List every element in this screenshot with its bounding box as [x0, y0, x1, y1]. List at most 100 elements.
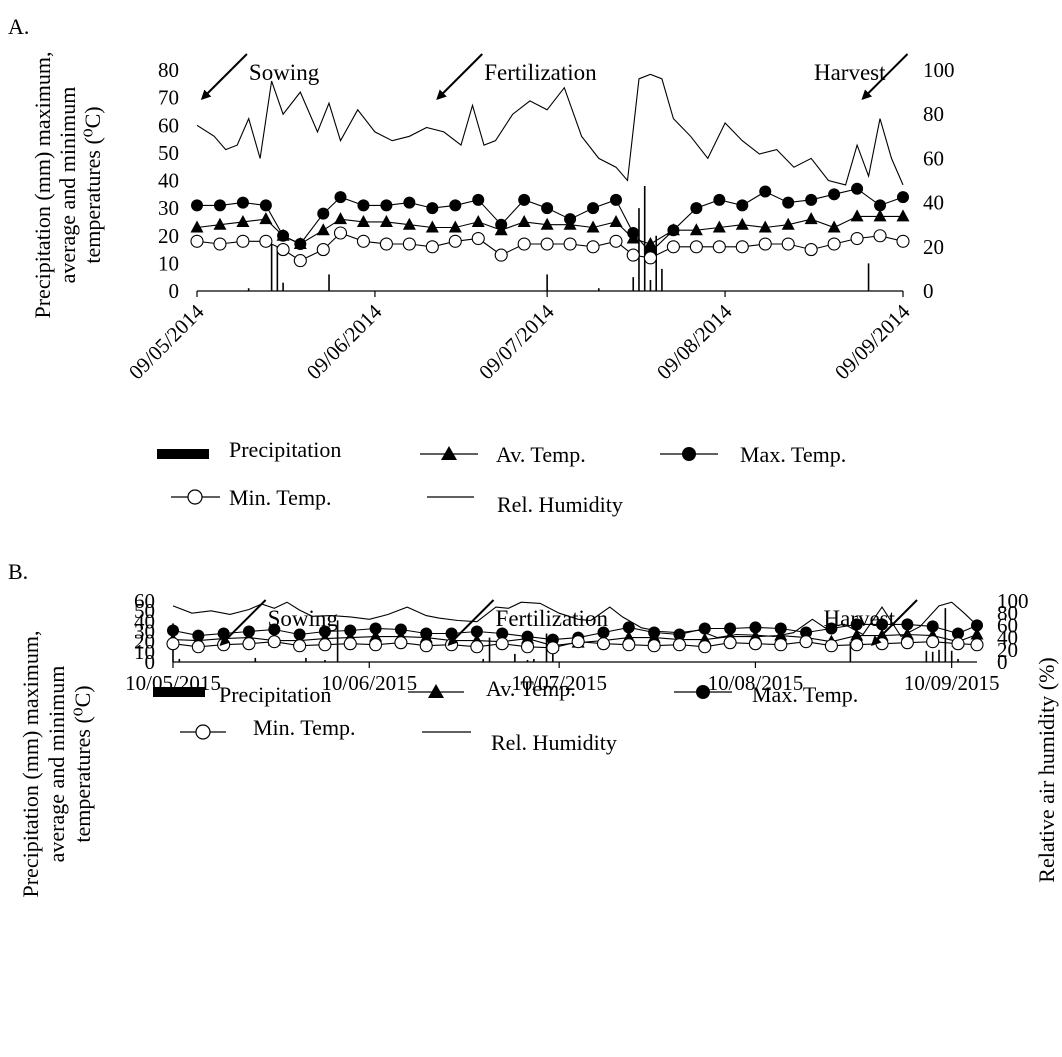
max-temp-point	[610, 193, 623, 206]
legend: Precipitation Av. Temp. Max. Temp. Min. …	[157, 437, 846, 517]
max-temp-point	[294, 238, 307, 251]
avg-temp-point	[333, 212, 347, 225]
legend-marker-open-circle	[187, 489, 203, 505]
annotation-label: Fertilization	[484, 60, 597, 85]
max-temp-point	[690, 202, 703, 215]
y-tick-label: 60	[134, 589, 155, 613]
annotation-label: Harvest	[814, 60, 886, 85]
min-temp-point	[369, 638, 383, 652]
max-temp-point	[673, 628, 686, 641]
avg-temp-point	[425, 220, 439, 233]
legend-label: Av. Temp.	[496, 442, 586, 467]
max-temp-point	[268, 623, 281, 636]
max-temp-point	[597, 626, 610, 639]
max-temp-point	[259, 199, 272, 212]
min-temp-point	[850, 638, 864, 652]
min-temp-point	[236, 234, 250, 248]
max-temp-point	[759, 185, 772, 198]
max-temp-point	[800, 626, 813, 639]
panel-b: B. Precipitation (mm) maximum, average a…	[8, 559, 1059, 898]
avg-temp-point	[781, 217, 795, 230]
y-tick-label: 40	[134, 609, 155, 633]
y2-tick-label: 60	[997, 613, 1018, 637]
x-tick-label: 09/08/2014	[652, 299, 737, 384]
min-temp-point	[712, 240, 726, 254]
avg-temp-point	[896, 209, 910, 222]
max-temp-point	[380, 199, 393, 212]
y-tick-label: 20	[134, 630, 155, 654]
legend-item-rel-humidity: Rel. Humidity	[427, 492, 623, 517]
annotation-arrow	[200, 53, 248, 101]
max-temp-point	[495, 218, 508, 231]
min-temp-point	[445, 638, 459, 652]
avg-temp-point	[827, 220, 841, 233]
panel-label: A.	[8, 14, 29, 39]
y-tick-label: 0	[145, 650, 156, 674]
panel-label: B.	[8, 559, 28, 584]
min-temp-point	[647, 639, 661, 653]
y-axis-title-line-1: Precipitation (mm) maximum,	[18, 630, 43, 897]
y2-axis-title: Relative air humidity (%)	[1034, 657, 1059, 882]
max-temp-point	[191, 199, 203, 212]
y-tick-label: 50	[158, 141, 179, 165]
min-temp-point	[540, 237, 554, 251]
max-temp-point	[874, 199, 887, 212]
avg-temp-point	[213, 217, 227, 230]
legend-item-max-temp: Max. Temp.	[660, 442, 846, 467]
avg-temp-point	[758, 220, 772, 233]
legend-label: Precipitation	[229, 437, 341, 462]
min-temp-point	[242, 637, 256, 651]
y-tick-label: 80	[158, 58, 179, 82]
legend-item-precipitation: Precipitation	[157, 437, 341, 462]
avg-temp-point	[643, 237, 657, 250]
annotation-label: Harvest	[824, 606, 896, 631]
min-temp-point	[850, 231, 864, 246]
max-temp-point	[357, 199, 370, 212]
max-temp-point	[334, 191, 347, 204]
legend-label: Min. Temp.	[229, 485, 332, 510]
min-temp-point	[781, 237, 795, 251]
avg-temp-point	[850, 209, 864, 222]
min-temp-point	[672, 638, 687, 652]
min-temp-point	[217, 638, 231, 652]
legend-marker-triangle	[428, 684, 444, 698]
min-temp-point	[970, 638, 984, 652]
min-temp-point	[293, 254, 307, 268]
y2-tick-label: 100	[923, 58, 955, 82]
y2-tick-label: 40	[923, 191, 944, 215]
min-temp-point	[471, 231, 485, 246]
max-temp-point	[518, 193, 531, 206]
avg-temp-point	[689, 223, 703, 236]
min-temp-point	[799, 635, 813, 649]
max-temp-point	[449, 199, 462, 212]
max-temp-point	[426, 202, 439, 215]
max-temp-point	[897, 191, 909, 204]
y2-tick-label: 20	[997, 638, 1018, 662]
min-temp-point	[586, 240, 600, 254]
max-temp-point	[926, 620, 939, 633]
min-temp-point	[827, 237, 841, 251]
min-temp-point	[379, 237, 393, 251]
y-axis-title-line-3: temperatures (⁰C)	[70, 685, 95, 842]
max-temp-point	[236, 196, 249, 209]
min-temp-point	[563, 237, 577, 251]
x-tick-label: 10/07/2015	[511, 671, 607, 695]
x-tick-label: 10/09/2015	[904, 671, 1000, 695]
legend-item-min-temp: Min. Temp.	[180, 715, 356, 740]
y-tick-label: 30	[134, 620, 155, 644]
min-temp-point	[318, 638, 332, 652]
min-temp-point	[951, 637, 965, 651]
min-temp-point	[926, 635, 940, 649]
avg-temp-point	[190, 220, 204, 233]
min-temp-point	[494, 248, 508, 262]
y-tick-label: 20	[158, 224, 179, 248]
rel-humidity-line	[172, 601, 978, 639]
min-temp-point	[495, 637, 509, 651]
min-temp-point	[419, 639, 433, 653]
avg-temp-point	[517, 214, 531, 227]
legend-marker-open-circle	[195, 724, 211, 740]
max-temp-point	[749, 621, 762, 634]
y-tick-label: 70	[158, 86, 179, 110]
avg-temp-point	[540, 217, 554, 230]
avg-temp-point	[873, 209, 887, 222]
